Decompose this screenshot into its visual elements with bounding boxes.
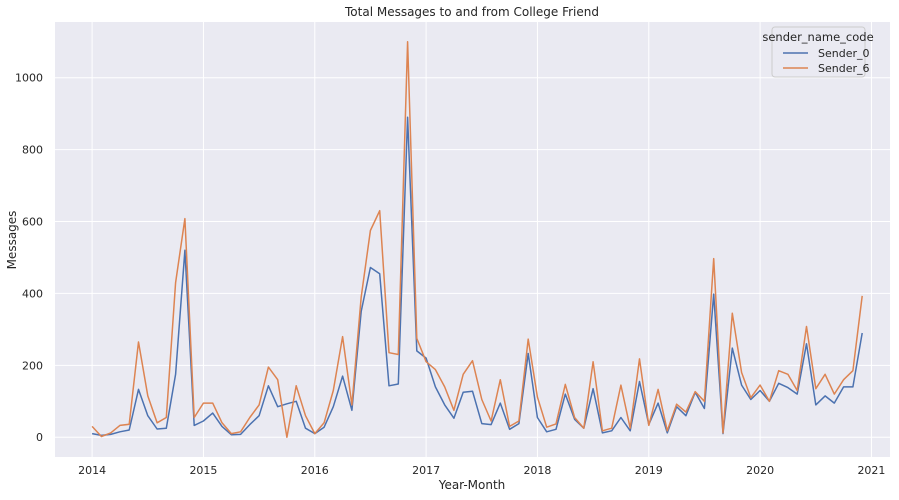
series-lines (91, 41, 863, 438)
legend-title: sender_name_code (762, 30, 873, 44)
series-line-sender-6 (91, 41, 863, 438)
y-tick-labels: 0 200 400 600 800 1000 (15, 72, 43, 445)
x-tick-label: 2015 (189, 464, 217, 477)
legend-label: Sender_6 (818, 62, 870, 75)
y-tick-label: 200 (22, 359, 43, 372)
y-tick-label: 600 (22, 216, 43, 229)
chart-title: Total Messages to and from College Frien… (344, 5, 599, 19)
legend-label: Sender_0 (818, 47, 870, 60)
y-tick-label: 1000 (15, 72, 43, 85)
x-tick-labels: 2014 2015 2016 2017 2018 2019 2020 2021 (78, 464, 885, 477)
x-tick-label: 2020 (746, 464, 774, 477)
x-tick-label: 2014 (78, 464, 106, 477)
x-tick-label: 2017 (412, 464, 440, 477)
plot-background (55, 22, 890, 457)
x-tick-label: 2019 (635, 464, 663, 477)
series-line-sender-0 (91, 116, 863, 437)
x-tick-label: 2016 (301, 464, 329, 477)
x-tick-label: 2018 (523, 464, 551, 477)
x-tick-label: 2021 (857, 464, 885, 477)
legend-box (771, 26, 866, 78)
y-tick-label: 0 (36, 431, 43, 444)
y-tick-label: 400 (22, 287, 43, 300)
legend: sender_name_code Sender_0 Sender_6 (762, 26, 874, 78)
x-axis-label: Year-Month (438, 478, 506, 492)
legend-entries: Sender_0 Sender_6 (783, 47, 870, 75)
y-tick-label: 800 (22, 144, 43, 157)
grid-lines (55, 22, 890, 457)
y-axis-label: Messages (5, 211, 19, 270)
